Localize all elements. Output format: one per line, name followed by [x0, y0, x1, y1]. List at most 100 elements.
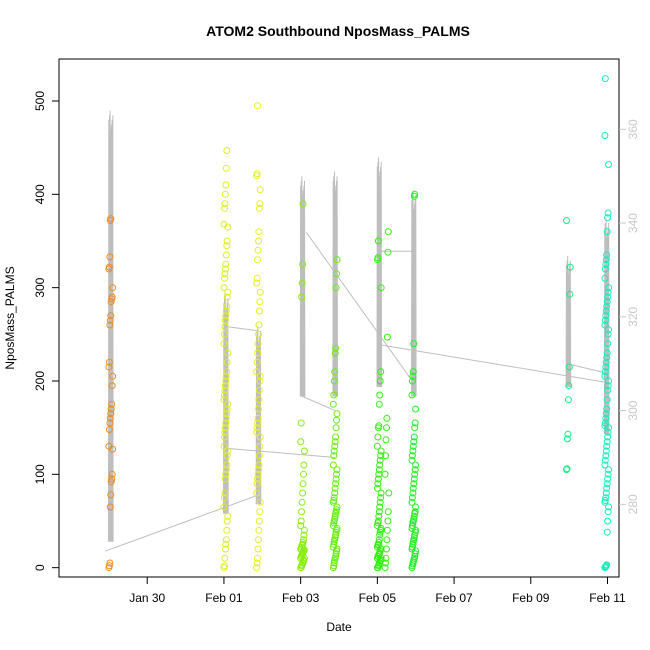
data-point [220, 220, 228, 228]
data-point [330, 497, 338, 504]
data-point [333, 545, 341, 553]
data-point [109, 284, 117, 292]
data-point [256, 288, 264, 296]
data-point [297, 438, 305, 446]
data-point [256, 377, 264, 385]
data-point [602, 494, 610, 502]
data-point [412, 503, 420, 511]
data-point [564, 430, 572, 438]
data-point [254, 246, 262, 254]
data-point [256, 442, 264, 450]
y2-tick-label: 280 [626, 494, 640, 514]
data-point [605, 466, 613, 474]
data-point [106, 559, 114, 567]
data-point [409, 540, 417, 548]
data-point [373, 484, 381, 492]
data-point [222, 419, 230, 427]
data-point [331, 512, 339, 520]
data-point [373, 442, 381, 450]
data-point [411, 470, 419, 478]
y-axis: 0 100 200 300 400 500 [33, 91, 59, 571]
data-point [566, 263, 574, 271]
data-point [602, 414, 610, 422]
data-point [410, 512, 418, 520]
data-point [332, 480, 340, 488]
data-point [254, 340, 262, 348]
data-point [383, 526, 391, 534]
data-point [223, 405, 231, 413]
trace-spike [376, 157, 383, 388]
data-point [253, 279, 261, 287]
data-point [605, 161, 613, 168]
data-point [253, 170, 261, 178]
data-point [106, 419, 114, 427]
data-point [603, 484, 611, 492]
data-point [299, 260, 307, 268]
data-point [603, 561, 611, 569]
y2-tick-label: 300 [626, 400, 640, 420]
y2-tick-label: 320 [626, 306, 640, 326]
data-point [602, 489, 610, 497]
data-point [375, 539, 383, 546]
data-point [563, 435, 571, 443]
data-point [604, 508, 612, 516]
data-point [384, 228, 392, 236]
y-tick-label: 400 [33, 184, 47, 204]
data-point [223, 358, 231, 366]
data-point [377, 284, 385, 292]
data-point [254, 256, 261, 264]
data-point [221, 204, 228, 212]
x-tick-label: Feb 11 [589, 591, 626, 605]
data-point [253, 424, 261, 432]
data-point [408, 456, 416, 464]
data-point [373, 522, 381, 530]
data-point [299, 480, 307, 488]
data-point [603, 442, 611, 450]
data-point [411, 190, 419, 198]
trace-spike [565, 255, 572, 388]
trace-connector [104, 494, 259, 552]
data-point [601, 75, 609, 83]
data-point [605, 326, 613, 334]
data-point [223, 526, 231, 534]
data-point [105, 562, 113, 570]
data-point [382, 554, 390, 562]
data-point [330, 494, 338, 502]
data-point [256, 508, 264, 516]
data-point [565, 363, 573, 371]
data-point [375, 400, 383, 408]
data-point [105, 358, 113, 366]
data-point [604, 209, 612, 217]
data-point [106, 316, 114, 324]
data-point [408, 522, 416, 530]
data-point [604, 382, 612, 390]
data-point [222, 260, 230, 268]
x-tick-label: Jan 30 [129, 591, 165, 605]
data-point [297, 522, 305, 530]
data-point [298, 279, 306, 287]
data-point [332, 344, 340, 352]
data-point [563, 465, 571, 473]
data-point [411, 466, 419, 474]
data-point [221, 562, 228, 570]
data-point [411, 531, 419, 539]
data-point [222, 377, 230, 385]
data-point [220, 284, 228, 292]
data-point [254, 102, 261, 110]
data-point [108, 400, 116, 408]
y-tick-label: 0 [33, 564, 47, 571]
data-point [383, 536, 391, 544]
y2-tick-label: 360 [626, 119, 640, 139]
data-point [255, 228, 263, 236]
data-point [605, 503, 613, 511]
data-point [412, 405, 420, 413]
data-point [105, 263, 113, 271]
data-point [222, 466, 230, 474]
data-point [330, 540, 338, 548]
data-point [384, 508, 392, 516]
data-point [603, 438, 611, 446]
data-point [255, 330, 262, 338]
data-point [107, 410, 115, 418]
data-point [602, 307, 610, 315]
data-point [412, 526, 420, 534]
